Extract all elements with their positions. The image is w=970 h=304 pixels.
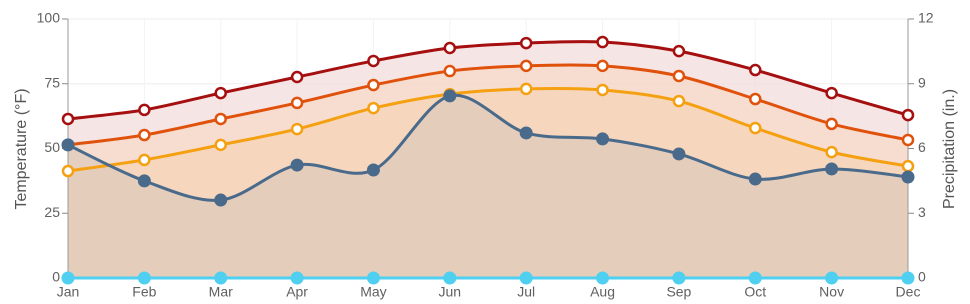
point xyxy=(290,96,304,110)
point xyxy=(672,44,686,58)
y-tick-label: 25 xyxy=(44,204,60,220)
y-tick-label: 75 xyxy=(44,74,60,90)
point xyxy=(61,112,75,126)
point xyxy=(214,193,228,207)
point xyxy=(748,271,762,285)
x-tick-label: Aug xyxy=(590,284,615,300)
point xyxy=(749,63,762,77)
point xyxy=(290,70,304,84)
y-tick-label: 100 xyxy=(37,10,61,26)
y2-tick-label: 12 xyxy=(918,10,934,26)
point xyxy=(137,174,151,188)
area xyxy=(68,95,908,278)
point xyxy=(443,89,457,103)
point xyxy=(596,271,610,285)
point xyxy=(749,121,762,135)
point xyxy=(749,92,762,106)
point xyxy=(367,101,380,115)
point xyxy=(214,271,228,285)
point xyxy=(672,271,686,285)
point xyxy=(214,86,227,100)
point xyxy=(138,128,151,142)
point xyxy=(519,126,533,140)
x-tick-label: May xyxy=(360,284,386,300)
point xyxy=(901,170,915,184)
y2-tick-label: 6 xyxy=(918,139,926,155)
point xyxy=(825,145,838,159)
point xyxy=(825,162,839,176)
y-tick-label: 50 xyxy=(44,139,60,155)
point xyxy=(214,138,227,152)
x-tick-label: Jul xyxy=(517,284,535,300)
point xyxy=(901,133,915,147)
y2-tick-label: 3 xyxy=(918,204,926,220)
point xyxy=(825,86,838,100)
point xyxy=(901,108,915,122)
point xyxy=(61,138,75,152)
point xyxy=(443,271,457,285)
point xyxy=(137,271,151,285)
point xyxy=(672,94,686,108)
point xyxy=(366,271,380,285)
point xyxy=(825,271,839,285)
y2-tick-label: 9 xyxy=(918,74,926,90)
x-tick-label: Dec xyxy=(896,284,921,300)
point xyxy=(367,54,380,68)
series-line xyxy=(67,63,909,147)
x-tick-label: Sep xyxy=(666,284,691,300)
point xyxy=(596,132,610,146)
point xyxy=(748,172,762,186)
point xyxy=(519,82,533,96)
point xyxy=(672,147,686,161)
x-tick-label: Apr xyxy=(286,284,308,300)
x-tick-label: Feb xyxy=(132,284,156,300)
point xyxy=(138,153,151,167)
y2-axis-title: Precipitation (in.) xyxy=(941,89,958,209)
y-axis-title: Temperature (°F) xyxy=(13,88,30,209)
x-tick-label: Jan xyxy=(57,284,80,300)
point xyxy=(290,271,304,285)
point xyxy=(672,69,686,83)
point xyxy=(901,159,915,173)
point xyxy=(825,117,838,131)
point xyxy=(519,271,533,285)
series-line xyxy=(67,40,909,121)
point xyxy=(443,64,457,78)
point xyxy=(519,36,533,50)
point xyxy=(367,78,380,92)
point xyxy=(596,35,609,49)
point xyxy=(61,164,75,178)
point xyxy=(596,83,609,97)
point xyxy=(290,122,304,136)
y-tick-label: 0 xyxy=(52,269,60,285)
x-tick-label: Nov xyxy=(819,284,844,300)
point xyxy=(61,271,75,285)
point xyxy=(596,59,609,73)
point xyxy=(901,271,915,285)
point xyxy=(519,59,533,73)
point xyxy=(138,103,151,117)
y2-tick-label: 0 xyxy=(918,269,926,285)
point xyxy=(366,163,380,177)
x-tick-label: Mar xyxy=(209,284,233,300)
point xyxy=(290,158,304,172)
x-tick-label: Jun xyxy=(439,284,462,300)
x-tick-label: Oct xyxy=(744,284,766,300)
point xyxy=(443,41,457,55)
point xyxy=(214,112,227,126)
